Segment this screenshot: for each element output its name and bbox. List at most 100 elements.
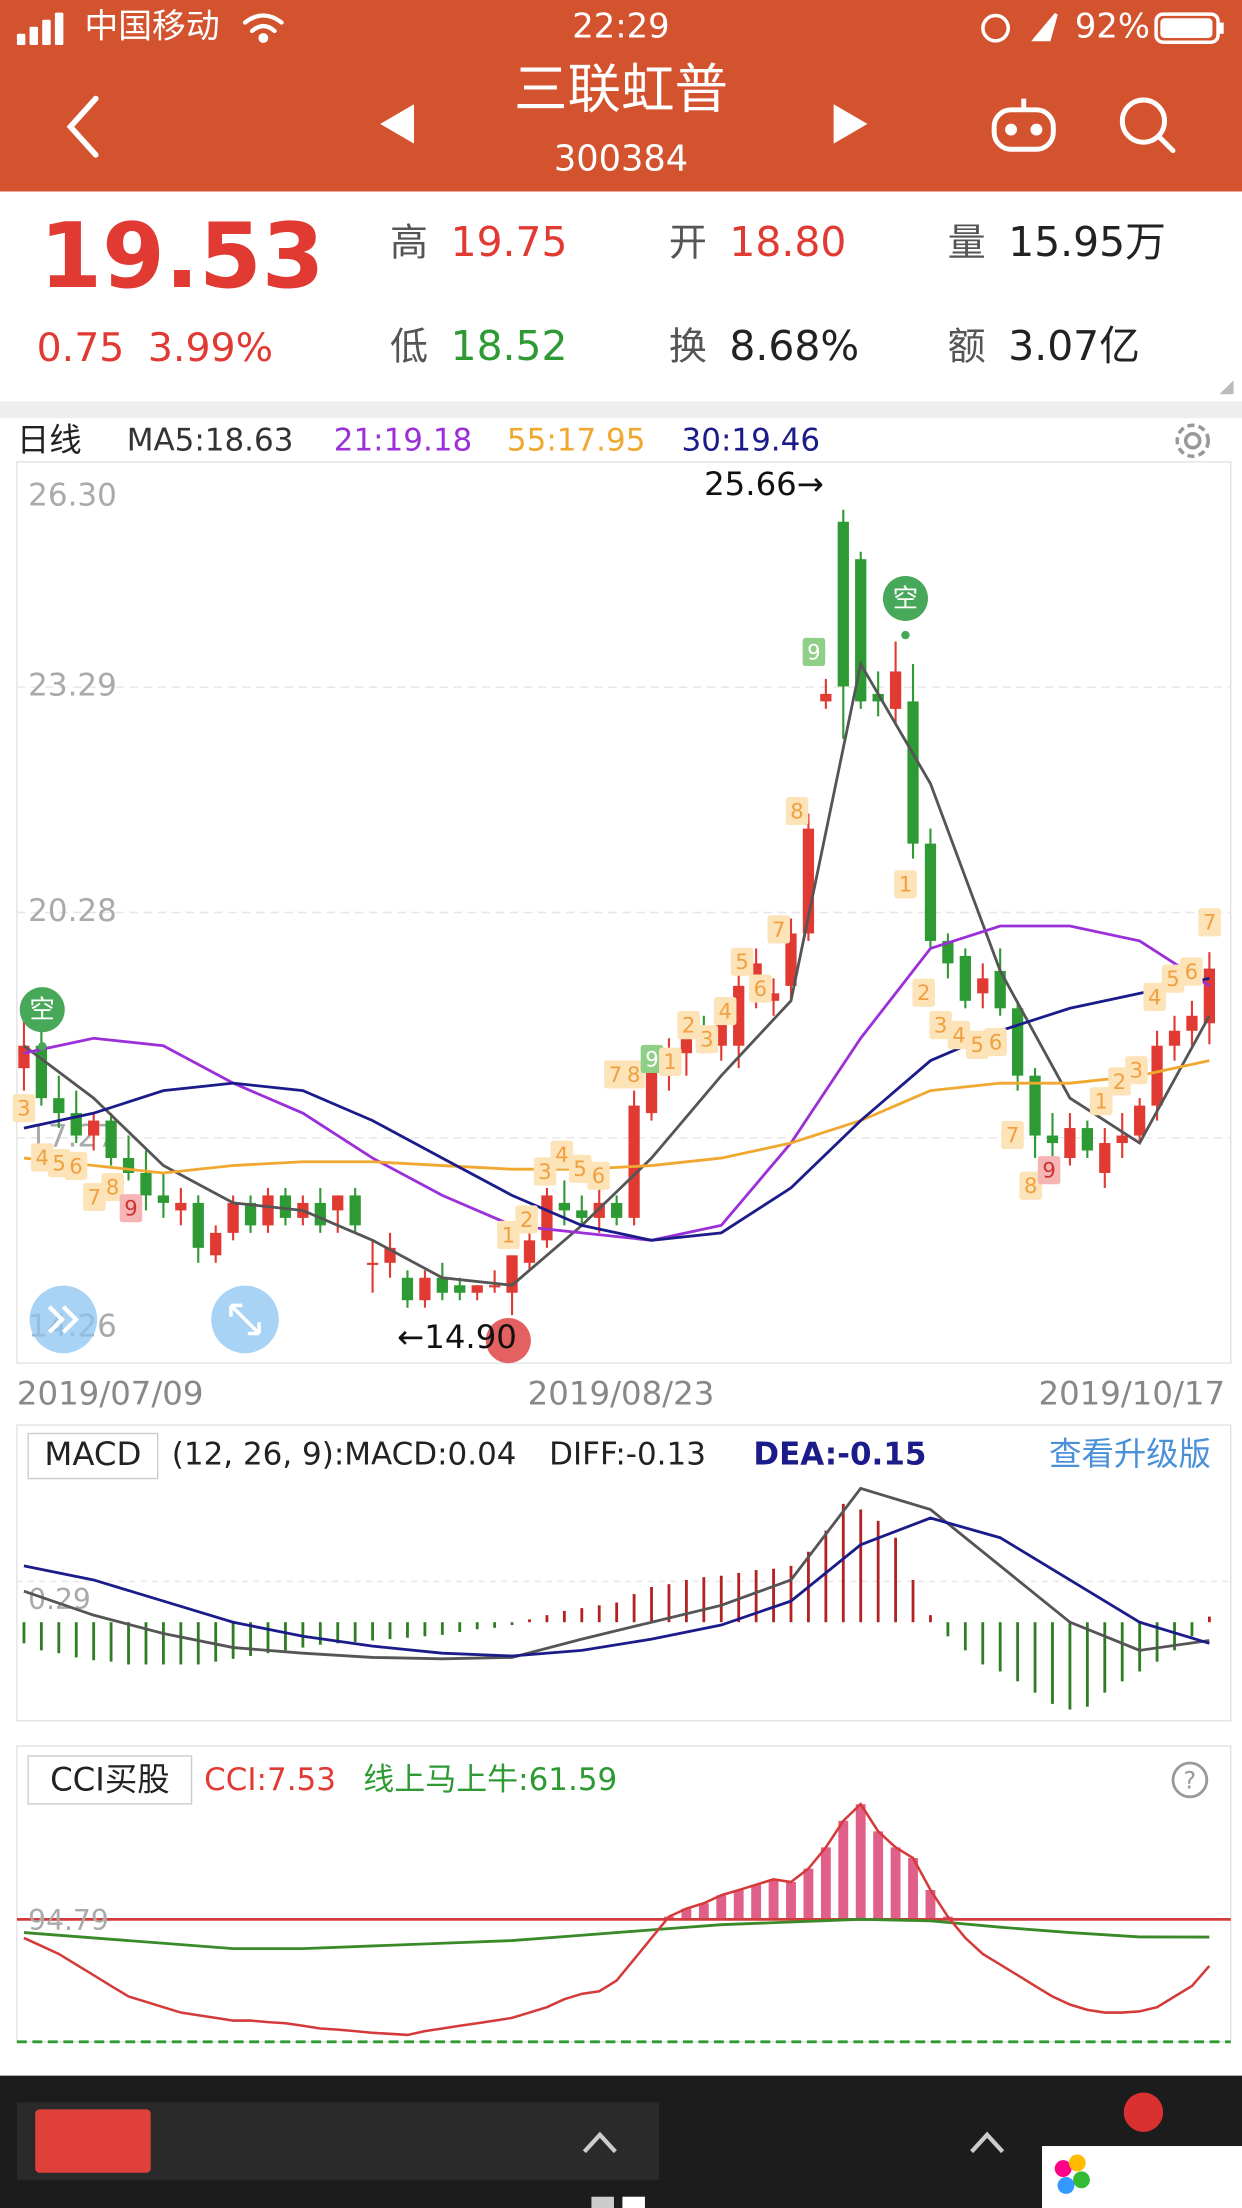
td-badge-bg	[622, 1060, 645, 1089]
candle-body	[53, 1098, 65, 1114]
change: 0.75	[37, 325, 125, 371]
candle-body	[680, 1038, 693, 1054]
next-stock[interactable]	[833, 104, 868, 144]
cci-title-box	[27, 1755, 193, 1805]
cci-bar	[925, 1889, 936, 1920]
td-badge-bg	[1019, 1171, 1043, 1200]
ma-line	[23, 977, 1210, 1242]
candle-body	[140, 1172, 152, 1196]
collapse-icon	[47, 1305, 80, 1334]
prev-stock[interactable]	[380, 104, 414, 144]
td-badge-bg	[12, 1094, 36, 1123]
signal-pin	[19, 987, 65, 1033]
cci-bar	[716, 1895, 727, 1920]
td-badge-bg	[713, 996, 737, 1026]
bull-value: 线上马上牛:61.59	[363, 1762, 617, 1798]
candle-body	[175, 1202, 187, 1211]
settings-button[interactable]	[1175, 423, 1210, 459]
td-badge: 9	[124, 1196, 137, 1221]
svg-text:?: ?	[1184, 1766, 1197, 1794]
td-badge-bg	[64, 1151, 88, 1181]
macd-title: MACD	[44, 1435, 141, 1473]
td-badge: 2	[520, 1207, 533, 1232]
ma-label: 30:19.46	[682, 423, 821, 459]
candle-body	[576, 1210, 588, 1218]
ma-label: 55:17.95	[507, 423, 646, 459]
td-badge: 8	[790, 799, 803, 824]
cci-bar	[698, 1903, 709, 1920]
candle-body	[506, 1255, 518, 1293]
td-badge: 7	[1203, 910, 1216, 935]
td-badge: 3	[538, 1159, 551, 1184]
candle-body	[436, 1277, 448, 1293]
td-badge-bg	[497, 1220, 520, 1250]
chart-layer: 中国移动 22:29 92% 三联虹普 300384 19.53 0.75 3.99% 高 19.…	[12, 7, 1235, 2200]
td-badge-bg	[1037, 1156, 1061, 1185]
stat-value: 3.07亿	[1008, 322, 1140, 370]
td-badge: 4	[718, 998, 731, 1023]
signal-icon	[16, 12, 64, 46]
td-badge-bg	[749, 974, 772, 1003]
candle-body	[349, 1195, 361, 1226]
td-badge: 2	[682, 1013, 695, 1038]
cci-bar	[803, 1868, 814, 1920]
td-badge-bg	[83, 1182, 106, 1212]
td-badge: 5	[735, 949, 748, 974]
td-badge-bg	[119, 1194, 143, 1223]
upgrade-link[interactable]: 查看升级版	[1049, 1435, 1211, 1473]
td-badge-bg	[912, 978, 936, 1007]
cci-bar	[855, 1804, 866, 1920]
cci-bar	[838, 1820, 849, 1920]
td-badge-bg	[640, 1044, 664, 1074]
td-badge: 3	[934, 1013, 947, 1038]
cci-value: CCI:7.53	[204, 1762, 336, 1798]
macd-line	[23, 1486, 1210, 1661]
td-badge-bg	[730, 947, 754, 976]
corner-mark	[1219, 380, 1234, 395]
macd-dea: DEA:-0.15	[753, 1437, 926, 1473]
stat-value: 18.52	[451, 322, 568, 370]
td-badge: 7	[609, 1062, 622, 1087]
candle-body	[1029, 1075, 1041, 1136]
candle-body	[332, 1195, 344, 1211]
candle-body	[994, 970, 1006, 1009]
td-badge-bg	[659, 1047, 682, 1076]
help-button[interactable]: ?	[1171, 1761, 1209, 1799]
indicator-chevron[interactable]	[970, 2131, 1005, 2154]
td-badge: 6	[592, 1163, 605, 1188]
td-badge: 1	[1094, 1089, 1107, 1114]
td-badge: 8	[627, 1062, 640, 1087]
red-ball	[1123, 2092, 1164, 2132]
td-badge-bg	[1143, 982, 1166, 1012]
candle-body	[488, 1285, 501, 1288]
y-tick-label: 20.28	[28, 893, 117, 929]
td-badge-bg	[515, 1205, 538, 1234]
candle-body	[733, 985, 745, 1046]
td-badge: 8	[1024, 1173, 1037, 1198]
robot-button[interactable]	[991, 98, 1056, 152]
back-button[interactable]	[66, 95, 99, 158]
stat-label: 开	[669, 221, 707, 265]
candle-body	[105, 1120, 117, 1159]
signal-marker: 空	[30, 994, 55, 1024]
stat-label: 换	[669, 325, 707, 369]
candle-body	[454, 1285, 466, 1293]
td-badge: 4	[36, 1145, 49, 1170]
candle-body	[314, 1202, 326, 1226]
candle-body	[88, 1120, 100, 1136]
candle-body	[1099, 1143, 1111, 1173]
tab-active-bg	[35, 2109, 151, 2173]
candle-body	[942, 940, 954, 964]
td-badge: 6	[69, 1153, 82, 1178]
search-button[interactable]	[1119, 97, 1176, 154]
candle-body	[210, 1232, 222, 1256]
cci-bar	[681, 1908, 692, 1920]
more-chevron[interactable]	[582, 2131, 617, 2154]
candle-body	[1168, 1030, 1181, 1046]
td-badge: 5	[573, 1156, 586, 1181]
td-badge: 5	[52, 1151, 65, 1176]
candle-body	[70, 1113, 82, 1136]
candle-body	[1186, 1015, 1198, 1031]
cci-bar	[786, 1881, 796, 1920]
